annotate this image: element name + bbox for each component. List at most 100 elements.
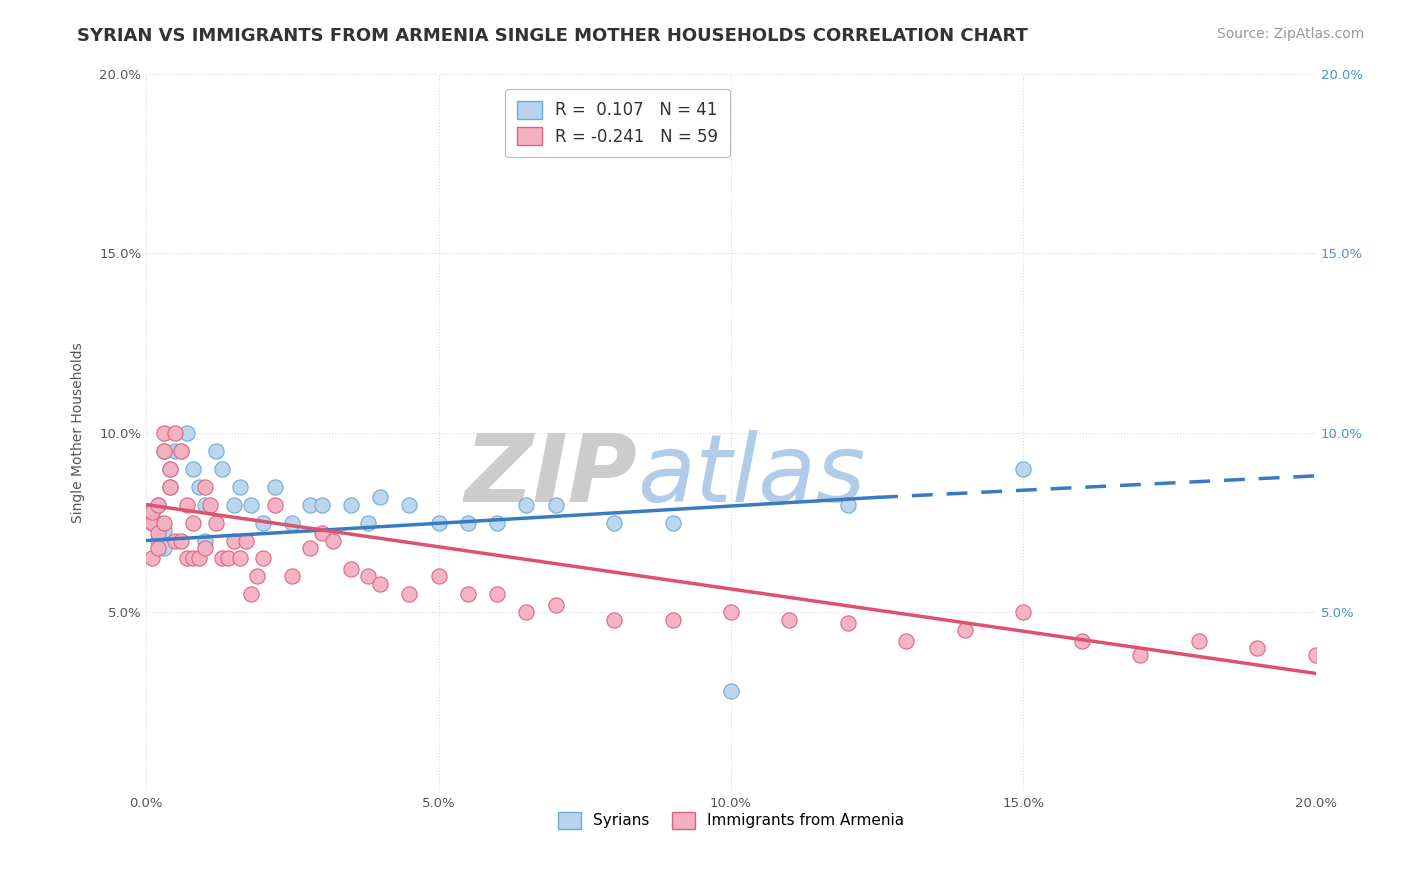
Point <box>146 541 169 555</box>
Point <box>398 587 420 601</box>
Point <box>152 443 174 458</box>
Point <box>281 569 304 583</box>
Point <box>165 443 187 458</box>
Point <box>357 569 380 583</box>
Point <box>281 516 304 530</box>
Point <box>779 613 801 627</box>
Point <box>311 498 333 512</box>
Point <box>1305 648 1327 663</box>
Point <box>252 551 274 566</box>
Point <box>603 516 626 530</box>
Point <box>141 505 163 519</box>
Point <box>152 523 174 537</box>
Point <box>159 480 181 494</box>
Point <box>181 551 204 566</box>
Point <box>141 516 163 530</box>
Point <box>340 562 363 576</box>
Point <box>515 605 537 619</box>
Point <box>263 480 285 494</box>
Point <box>165 533 187 548</box>
Point <box>544 598 567 612</box>
Point <box>427 516 450 530</box>
Point <box>152 443 174 458</box>
Point <box>457 516 479 530</box>
Point <box>146 516 169 530</box>
Point <box>1012 605 1035 619</box>
Point <box>222 533 245 548</box>
Point <box>298 541 321 555</box>
Point <box>141 505 163 519</box>
Point <box>176 551 198 566</box>
Text: SYRIAN VS IMMIGRANTS FROM ARMENIA SINGLE MOTHER HOUSEHOLDS CORRELATION CHART: SYRIAN VS IMMIGRANTS FROM ARMENIA SINGLE… <box>77 27 1028 45</box>
Point <box>141 551 163 566</box>
Point <box>953 624 976 638</box>
Point <box>720 605 742 619</box>
Text: ZIP: ZIP <box>464 430 637 522</box>
Point <box>246 569 269 583</box>
Point <box>340 498 363 512</box>
Point <box>146 498 169 512</box>
Point <box>1188 634 1211 648</box>
Point <box>228 480 250 494</box>
Point <box>194 533 217 548</box>
Point <box>837 616 859 631</box>
Point <box>311 526 333 541</box>
Point <box>252 516 274 530</box>
Point <box>837 498 859 512</box>
Point <box>200 498 222 512</box>
Legend: Syrians, Immigrants from Armenia: Syrians, Immigrants from Armenia <box>551 805 911 835</box>
Point <box>515 498 537 512</box>
Point <box>152 425 174 440</box>
Point <box>159 461 181 475</box>
Point <box>205 443 228 458</box>
Point <box>1071 634 1094 648</box>
Point <box>165 425 187 440</box>
Point <box>187 480 209 494</box>
Y-axis label: Single Mother Households: Single Mother Households <box>72 343 86 523</box>
Point <box>170 443 193 458</box>
Point <box>235 533 257 548</box>
Point <box>152 541 174 555</box>
Point <box>222 498 245 512</box>
Point <box>194 498 217 512</box>
Point <box>181 461 204 475</box>
Point <box>187 551 209 566</box>
Point <box>427 569 450 583</box>
Point <box>322 533 344 548</box>
Point <box>194 480 217 494</box>
Point <box>228 551 250 566</box>
Point <box>263 498 285 512</box>
Point <box>486 516 509 530</box>
Point <box>661 613 683 627</box>
Point <box>159 461 181 475</box>
Point <box>176 425 198 440</box>
Point <box>205 516 228 530</box>
Point <box>1246 641 1268 656</box>
Point <box>240 498 263 512</box>
Point <box>1012 461 1035 475</box>
Point <box>368 491 391 505</box>
Point <box>357 516 380 530</box>
Point <box>1129 648 1152 663</box>
Point <box>176 498 198 512</box>
Point <box>146 526 169 541</box>
Point <box>194 541 217 555</box>
Point <box>544 498 567 512</box>
Point <box>211 461 233 475</box>
Text: atlas: atlas <box>637 430 866 521</box>
Point <box>603 613 626 627</box>
Point <box>486 587 509 601</box>
Point <box>240 587 263 601</box>
Point <box>368 576 391 591</box>
Point <box>661 516 683 530</box>
Point <box>152 516 174 530</box>
Point <box>159 480 181 494</box>
Text: Source: ZipAtlas.com: Source: ZipAtlas.com <box>1216 27 1364 41</box>
Point <box>896 634 918 648</box>
Point <box>146 498 169 512</box>
Point <box>398 498 420 512</box>
Point <box>298 498 321 512</box>
Point <box>457 587 479 601</box>
Point <box>720 684 742 698</box>
Point <box>141 516 163 530</box>
